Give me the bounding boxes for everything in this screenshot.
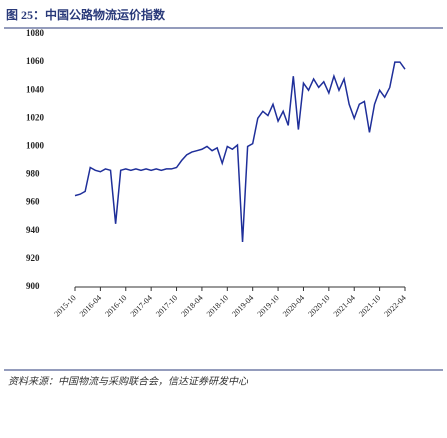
data-line — [74, 61, 406, 243]
x-tick-label: 2018-04 — [179, 293, 204, 318]
y-tick-label: 940 — [26, 225, 40, 235]
x-tick-label: 2021-04 — [332, 293, 357, 318]
x-tick-label: 2016-10 — [103, 293, 128, 318]
y-tick-label: 1000 — [26, 141, 45, 151]
y-tick-label: 1080 — [26, 28, 45, 38]
y-tick-label: 1020 — [26, 112, 45, 122]
y-tick-label: 960 — [26, 197, 40, 207]
y-tick-label: 900 — [26, 281, 40, 291]
x-tick-label: 2015-10 — [52, 293, 77, 318]
y-tick-label: 920 — [26, 253, 40, 263]
x-tick-label: 2018-10 — [205, 293, 230, 318]
chart-title: 图 25：中国公路物流运价指数 — [6, 7, 166, 22]
x-tick-label: 2019-04 — [230, 293, 255, 318]
x-tick-label: 2017-04 — [129, 293, 154, 318]
y-tick-label: 980 — [26, 169, 40, 179]
x-tick-label: 2022-04 — [382, 293, 407, 318]
x-tick-label: 2020-10 — [306, 293, 331, 318]
y-tick-label: 1060 — [26, 56, 45, 66]
x-tick-label: 2020-04 — [281, 293, 306, 318]
y-tick-label: 1040 — [26, 84, 45, 94]
x-tick-label: 2017-10 — [154, 293, 179, 318]
x-tick-label: 2021-10 — [357, 293, 382, 318]
x-tick-label: 2019-10 — [256, 293, 281, 318]
x-tick-label: 2016-04 — [78, 293, 103, 318]
source-note: 资料来源：中国物流与采购联合会，信达证券研发中心 — [8, 375, 249, 387]
